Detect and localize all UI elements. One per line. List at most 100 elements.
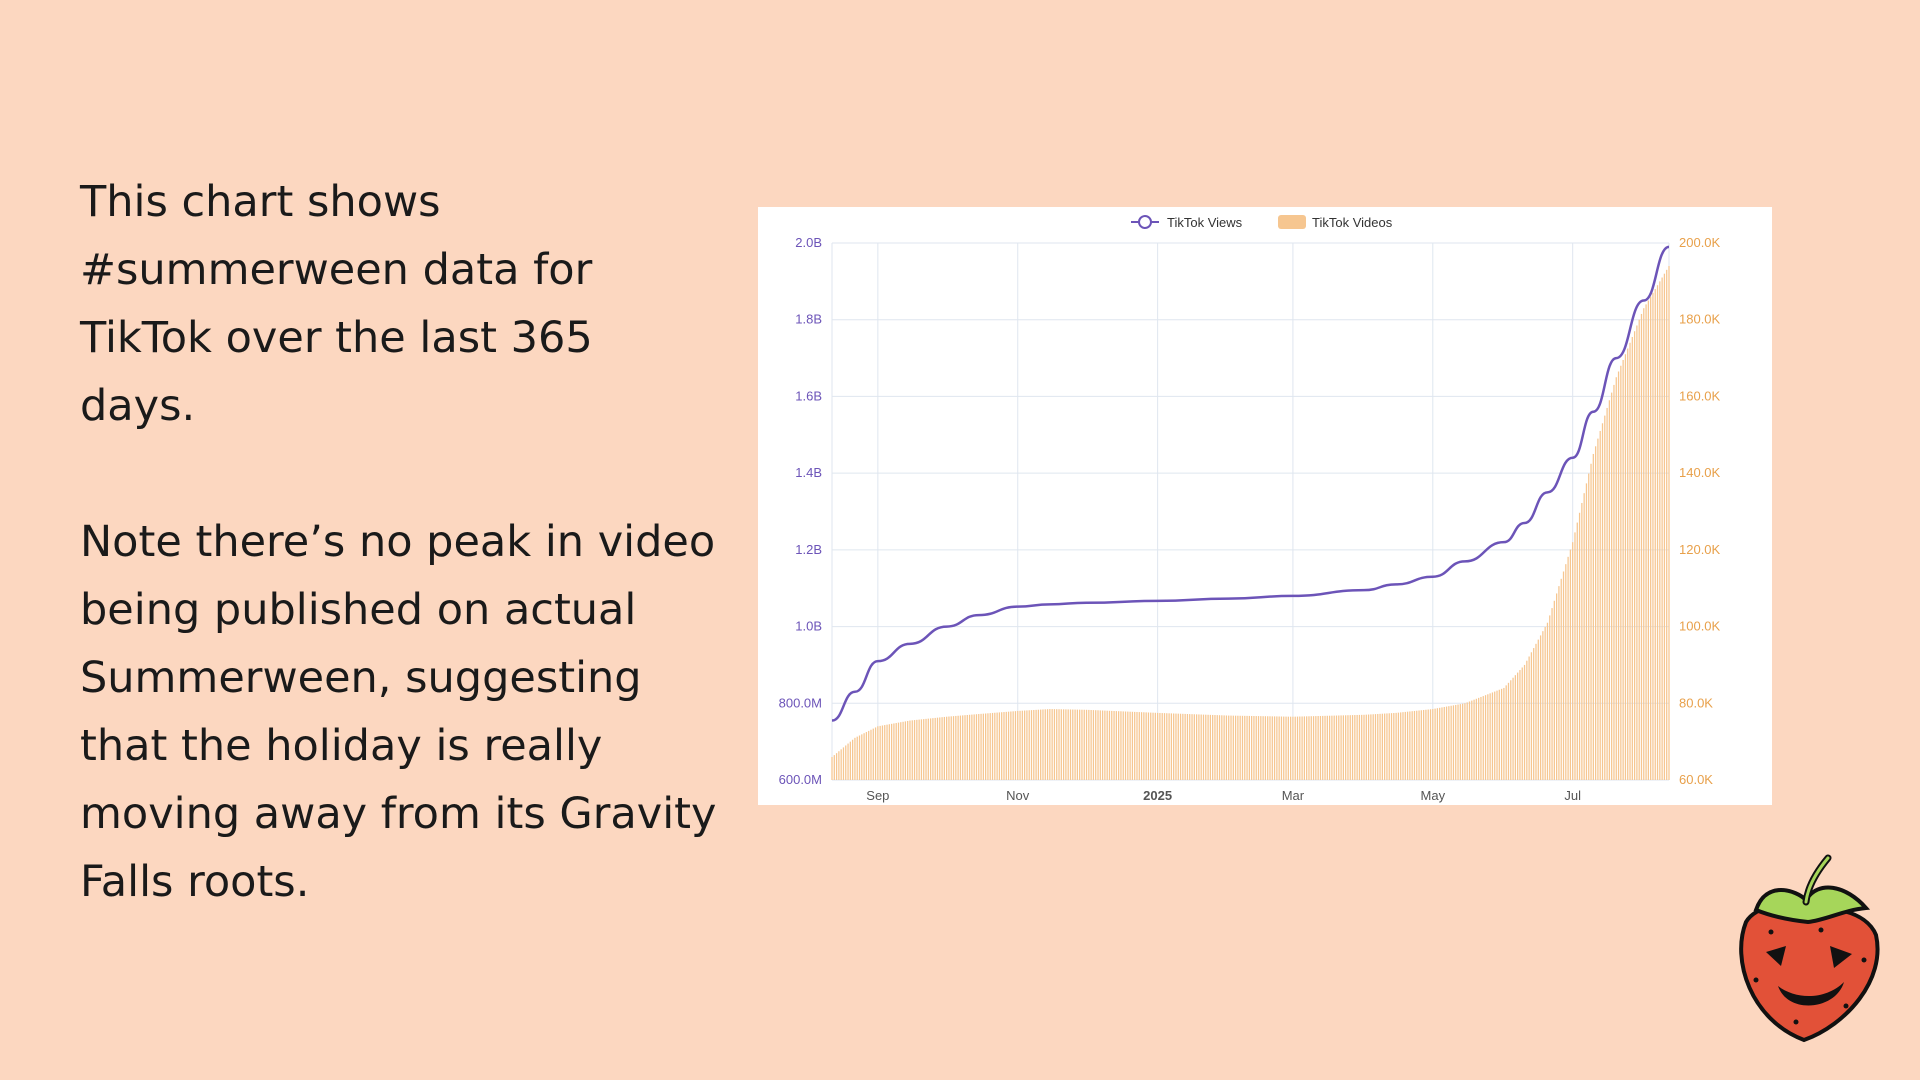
video-bar [1475, 698, 1478, 780]
video-bar [1491, 692, 1494, 780]
video-bar [1280, 716, 1283, 780]
video-bar [1014, 711, 1017, 780]
video-bar [1363, 714, 1365, 780]
video-bar [1255, 716, 1257, 780]
video-bar [1246, 715, 1248, 780]
video-bar [1170, 713, 1173, 780]
video-bar [1384, 713, 1386, 780]
video-bar [854, 737, 856, 780]
video-bar [1370, 714, 1372, 780]
video-bar [845, 745, 847, 780]
video-bar [918, 719, 920, 780]
video-bar [941, 717, 943, 780]
x-tick-label: Nov [1006, 788, 1030, 803]
video-bar [1349, 715, 1351, 780]
video-bar [847, 743, 849, 780]
video-bar [943, 716, 945, 780]
video-bar [893, 723, 895, 780]
video-bar [1195, 714, 1198, 780]
video-bar [1230, 715, 1232, 780]
video-bar [1661, 277, 1663, 780]
video-bar [1262, 716, 1264, 780]
video-bar [952, 716, 955, 780]
chart-axes: 600.0M 800.0M 1.0B 1.2B 1.4B 1.6B 1.8B 2.0B 60.0… [779, 235, 1721, 803]
video-bar [874, 727, 877, 780]
video-bar [1335, 715, 1338, 780]
views-line-layer [831, 245, 1670, 722]
video-bar [1251, 715, 1253, 780]
video-bar [865, 732, 868, 780]
video-bar [1223, 715, 1225, 780]
video-bar [870, 729, 872, 780]
video-bar [1108, 710, 1111, 780]
video-bar [950, 716, 952, 780]
video-bar [838, 751, 840, 780]
video-bar [998, 712, 1001, 780]
video-bar [877, 726, 879, 780]
x-tick-label: 2025 [1143, 788, 1172, 803]
video-bar [1622, 359, 1624, 780]
video-bar [1418, 710, 1420, 780]
video-bar [835, 753, 838, 780]
video-bar [1062, 709, 1065, 780]
video-bar [879, 725, 881, 780]
videos-bars [831, 266, 1670, 780]
video-bar [1317, 716, 1319, 780]
video-bar [978, 714, 980, 780]
video-bar [957, 715, 959, 780]
video-bar [1134, 711, 1136, 780]
video-bar [1494, 691, 1496, 780]
video-bar [968, 714, 971, 780]
video-bar [1347, 715, 1349, 780]
video-bar [1218, 715, 1221, 780]
video-bar [1356, 714, 1358, 780]
y-right-tick-label: 180.0K [1679, 312, 1721, 327]
video-bar [1643, 308, 1645, 780]
video-bar [1576, 522, 1578, 780]
video-bar [1129, 711, 1131, 780]
video-bar [1386, 713, 1388, 780]
video-bar [1232, 715, 1234, 780]
video-bar [1358, 714, 1361, 780]
video-bar [1074, 709, 1076, 780]
video-bar [1303, 716, 1306, 780]
video-bar [1471, 700, 1473, 780]
video-bar [1590, 463, 1592, 780]
video-bar [1457, 704, 1459, 780]
video-bar [982, 713, 984, 780]
video-bar [1237, 715, 1239, 780]
video-bar [1487, 694, 1489, 780]
video-bar [1033, 709, 1035, 780]
chart-legend[interactable]: TikTok Views TikTok Videos [1131, 215, 1393, 230]
video-bar [1397, 712, 1400, 780]
video-bar [1338, 715, 1340, 780]
video-bar [1565, 564, 1567, 780]
video-bar [1276, 716, 1278, 780]
video-bar [1214, 715, 1216, 780]
y-left-tick-label: 1.2B [795, 542, 822, 557]
video-bar [1228, 715, 1230, 780]
video-bar [1381, 713, 1383, 780]
video-bar [1567, 556, 1569, 780]
video-bar [1553, 600, 1555, 780]
video-bar [1489, 693, 1491, 780]
video-bar [1244, 715, 1246, 780]
video-bar [1569, 549, 1572, 780]
video-bar [1156, 712, 1159, 780]
video-bar [1106, 710, 1108, 780]
legend-videos-swatch [1278, 215, 1306, 229]
video-bar [946, 716, 948, 780]
video-bar [1042, 709, 1044, 780]
video-bar [1273, 716, 1276, 780]
y-right-tick-label: 200.0K [1679, 235, 1721, 250]
video-bar [1023, 710, 1026, 780]
video-bar [1482, 696, 1484, 780]
video-bar [1656, 285, 1659, 780]
video-bar [1283, 716, 1285, 780]
video-bar [1090, 710, 1092, 780]
video-bar [1406, 711, 1409, 780]
video-bar [913, 720, 916, 780]
video-bar [1076, 709, 1078, 780]
video-bar [1028, 710, 1030, 780]
video-bar [1328, 715, 1331, 780]
